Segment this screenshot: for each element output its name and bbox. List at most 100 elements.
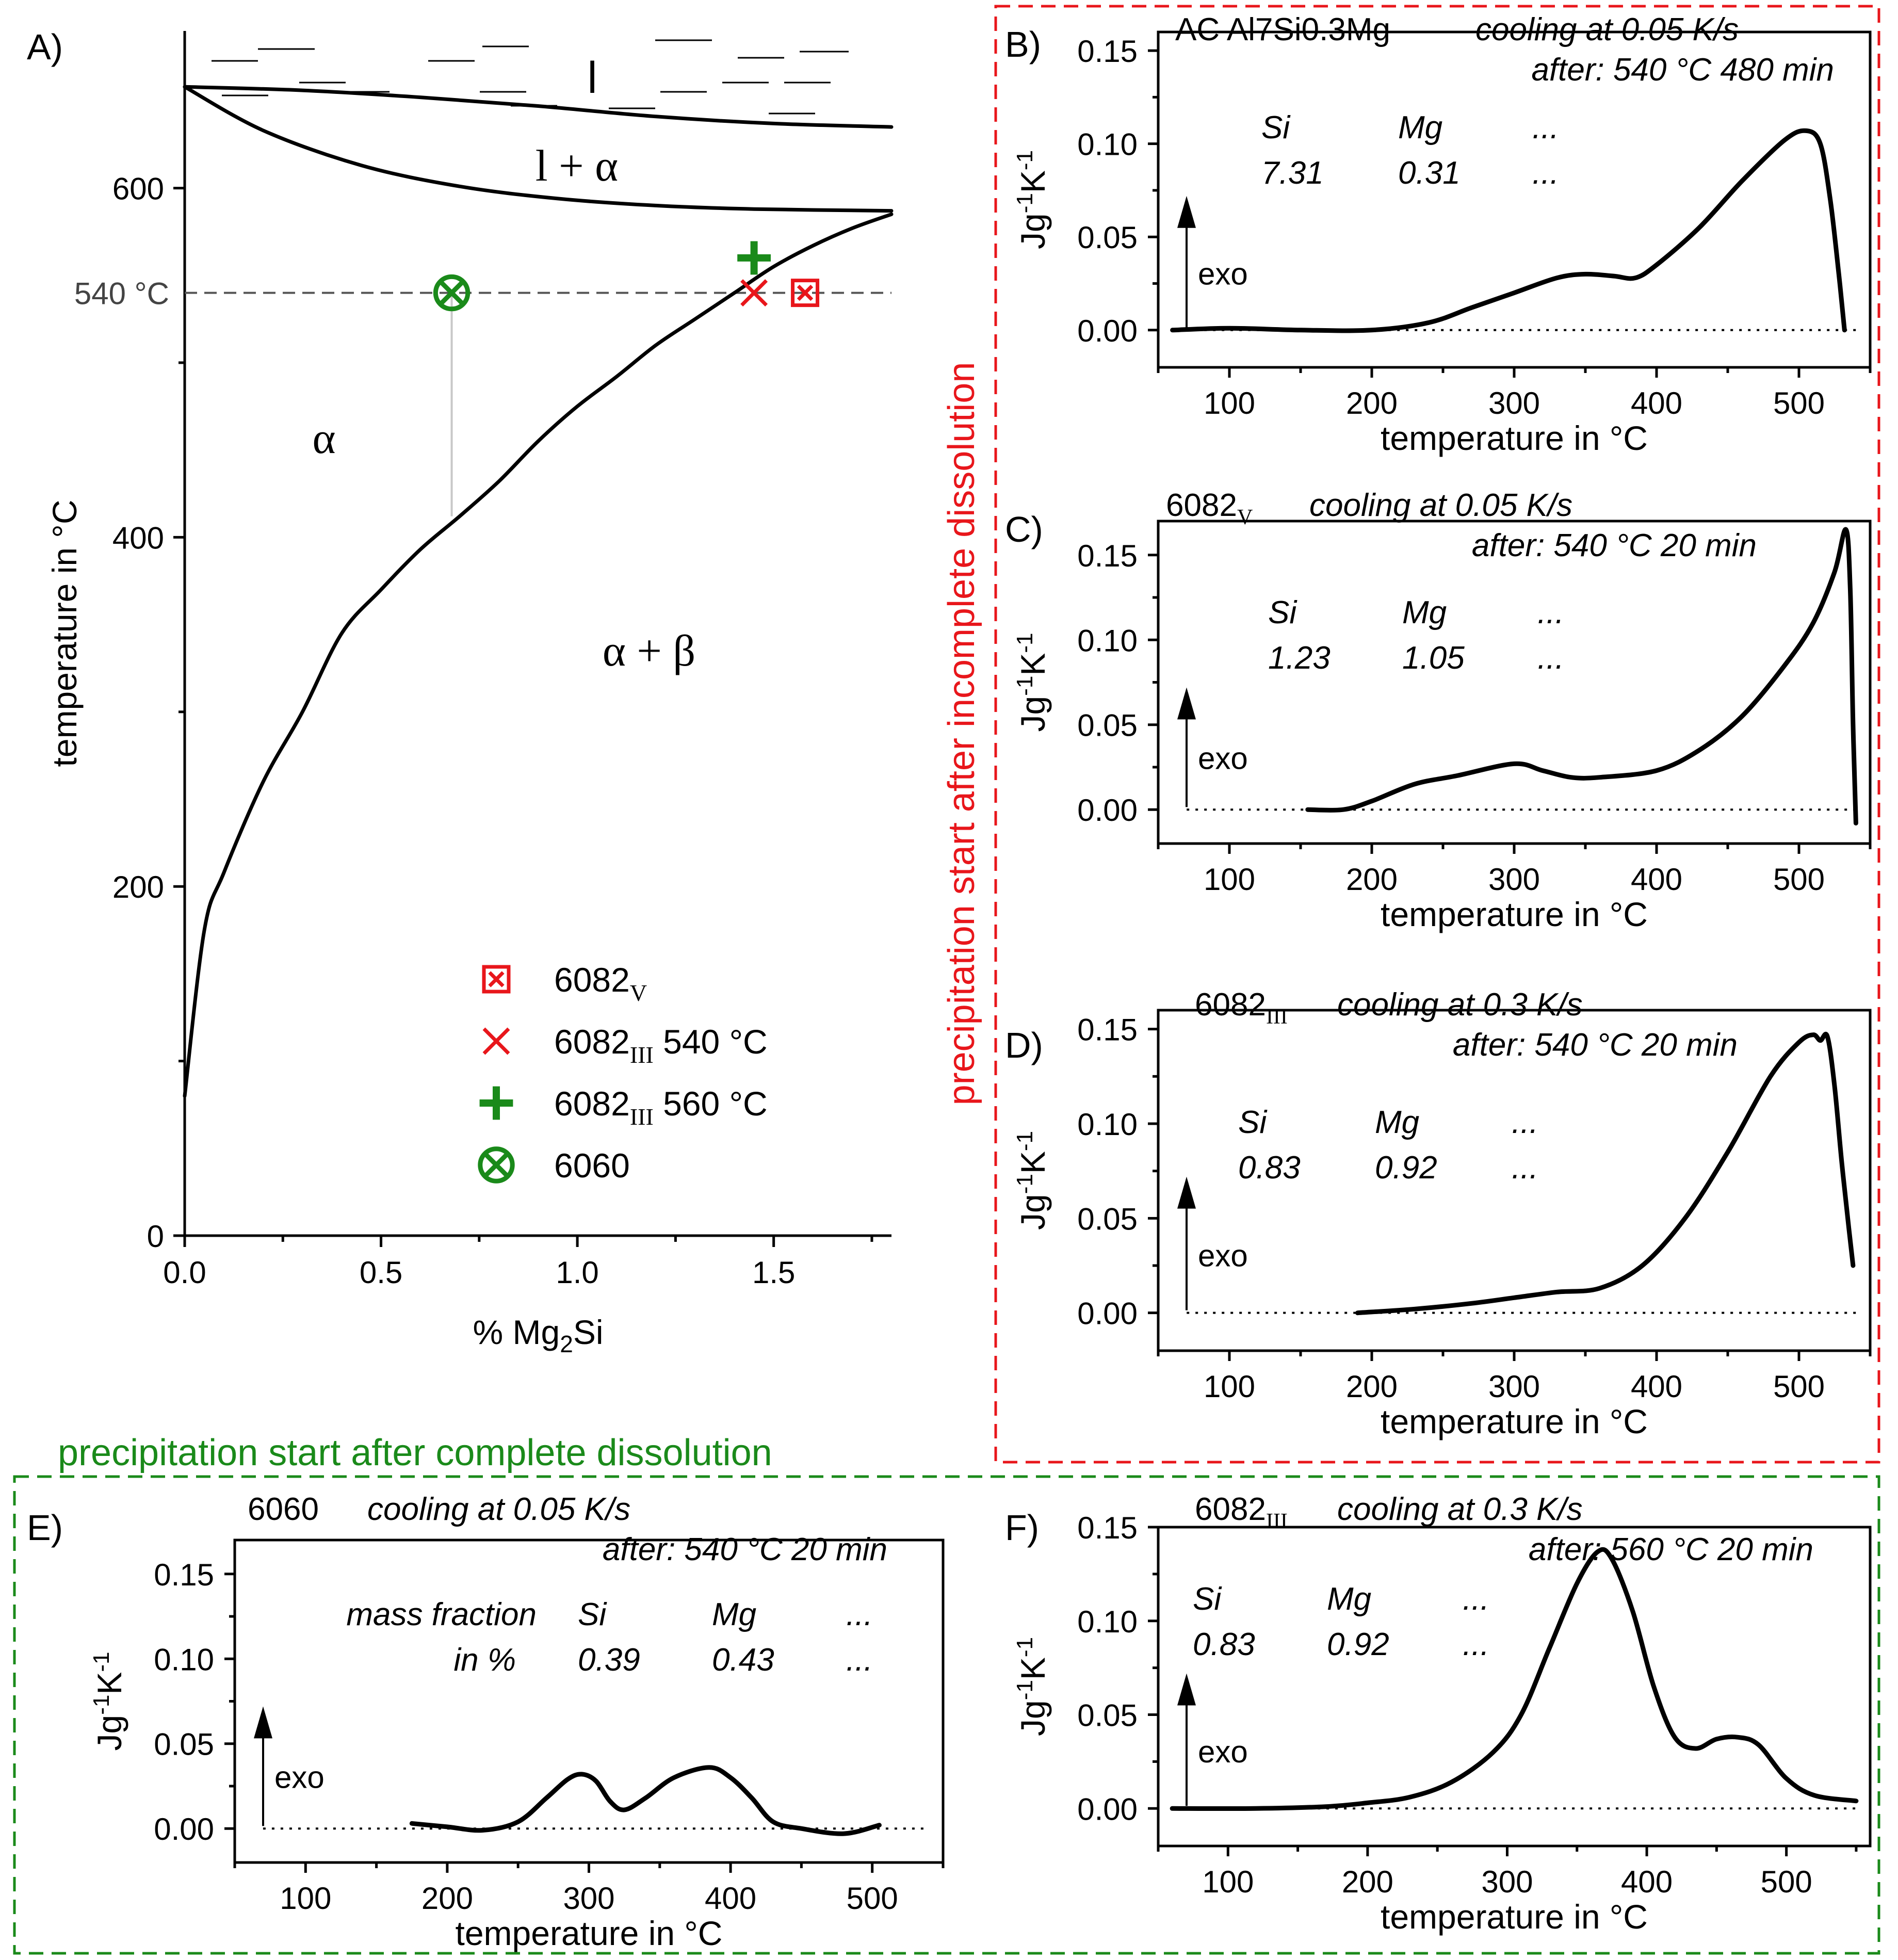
alloy-sub: III <box>1266 1510 1288 1533</box>
dsc-curve <box>1170 1547 1859 1811</box>
cooling-rate-label: cooling at 0.05 K/s <box>367 1492 630 1527</box>
legend-label-3: 6060 <box>554 1146 630 1185</box>
x-tick-label: 0.5 <box>360 1255 402 1290</box>
y-tick-label: 0.15 <box>1077 1013 1138 1047</box>
y-tick-label: 600 <box>112 172 164 206</box>
dsc-curve <box>1355 1031 1856 1316</box>
boundary-solidus <box>183 85 894 213</box>
x-tick-label: 500 <box>847 1881 898 1916</box>
exo-arrow-head <box>1177 687 1196 720</box>
cooling-rate-label: cooling at 0.05 K/s <box>1309 488 1572 523</box>
legend-marker-3-ring <box>478 1146 515 1184</box>
panel-e-dsc: 100 200 300 400 500 0.00 0.05 0.10 0.15 temperatu… <box>27 1492 945 1952</box>
x-tick-label: 200 <box>1342 1865 1393 1899</box>
cooling-rate-label: cooling at 0.05 K/s <box>1475 12 1739 47</box>
marker-6082-iii-540-c <box>740 279 768 307</box>
alloy-name: 6082 <box>1195 987 1266 1023</box>
panel-d-dsc: 100 200 300 400 500 0.00 0.05 0.10 0.15 temperatu… <box>1005 987 1872 1440</box>
composition-value: 0.83 <box>1193 1627 1255 1662</box>
composition-header: Si <box>1238 1105 1268 1140</box>
y-tick-label: 0.10 <box>1077 623 1138 658</box>
composition-value: 0.31 <box>1398 155 1461 191</box>
x-tick-label: 400 <box>1631 862 1682 897</box>
marker-6082-v <box>791 279 820 307</box>
y-label-sup: -1 <box>1012 1680 1037 1700</box>
alloy-label: 6060 <box>248 1492 319 1527</box>
panel-c-dsc: 100 200 300 400 500 0.00 0.05 0.10 0.15 temperatu… <box>1005 488 1872 933</box>
legend-marker-3-cross <box>483 1152 510 1178</box>
boundary-solvus <box>183 212 894 1098</box>
composition-value: ... <box>1532 155 1559 191</box>
marker-6082-iii-560-c <box>737 241 771 275</box>
x-tick-label: 0.0 <box>163 1255 206 1290</box>
legend-marker-1 <box>482 1027 510 1055</box>
exo-label: exo <box>1198 256 1248 291</box>
alloy-label: 6082V <box>1166 488 1253 529</box>
panel-a-phase-diagram: 0.0 0.5 1.0 1.5 0 200 400 600 % Mg2Si temperature… <box>27 27 894 1357</box>
y-label-mid: K <box>1014 170 1052 193</box>
composition-value: ... <box>1463 1627 1489 1662</box>
alloy-name: 6082 <box>1166 488 1237 523</box>
mass-fraction-label: mass fraction <box>346 1597 537 1632</box>
plot-frame <box>1157 1526 1872 1848</box>
legend-tail: 540 °C <box>654 1023 768 1061</box>
y-label-base: Jg <box>90 1715 128 1751</box>
x-tick-label: 300 <box>1488 862 1540 897</box>
dsc-curve <box>1305 527 1858 825</box>
incomplete-dissolution-box <box>994 5 1880 1464</box>
composition-header: Mg <box>1398 110 1442 145</box>
composition-value: 0.92 <box>1375 1150 1437 1186</box>
y-tick-label: 400 <box>112 521 164 555</box>
y-label-sup: -1 <box>1012 676 1037 696</box>
x-tick-label: 500 <box>1773 862 1825 897</box>
x-tick-label: 400 <box>1631 1369 1682 1404</box>
mass-fraction-unit: in % <box>453 1642 516 1678</box>
y-label-base: Jg <box>1014 1194 1052 1230</box>
marker-6082-v-box <box>791 279 820 307</box>
composition-header: Mg <box>712 1597 756 1632</box>
legend-marker-2 <box>479 1086 513 1120</box>
legend-marker-0-box <box>482 965 511 994</box>
composition-header: Mg <box>1402 595 1447 630</box>
legend-label-0: 6082V <box>554 961 647 1006</box>
marker-6060-cross <box>439 280 465 306</box>
dsc-curve <box>1170 128 1847 333</box>
isotherm-540-label: 540 °C <box>74 277 169 311</box>
alloy-name: 6082 <box>1195 1492 1266 1527</box>
composition-value: 0.92 <box>1327 1627 1389 1662</box>
legend-base: 6082 <box>554 1084 630 1123</box>
legend-base: 6060 <box>554 1146 630 1185</box>
x-tick-label: 300 <box>1481 1865 1533 1899</box>
panel-label: C) <box>1005 509 1043 549</box>
legend-label-1: 6082III 540 °C <box>554 1023 768 1068</box>
y-label-mid: K <box>1014 1151 1052 1174</box>
composition-header: ... <box>1512 1105 1538 1140</box>
plot-frame <box>233 1538 945 1864</box>
x-label-sub: 2 <box>560 1331 573 1357</box>
y-tick-label: 0.15 <box>1077 34 1138 69</box>
x-tick-label: 300 <box>563 1881 614 1916</box>
x-axis-label: temperature in °C <box>456 1914 723 1952</box>
legend-sub: III <box>630 1104 654 1130</box>
composition-header: Si <box>1268 595 1297 630</box>
cooling-rate-label: cooling at 0.3 K/s <box>1337 987 1583 1023</box>
composition-header: Si <box>578 1597 607 1632</box>
composition-header: ... <box>846 1597 873 1632</box>
composition-value: 1.23 <box>1268 640 1331 676</box>
y-tick-label: 0.05 <box>1077 220 1138 255</box>
x-tick-label: 1.5 <box>752 1255 795 1290</box>
y-label-sup: -1 <box>89 1652 114 1672</box>
x-tick-label: 1.0 <box>556 1255 598 1290</box>
y-tick-label: 0.05 <box>1077 1202 1138 1236</box>
x-tick-label: 100 <box>1204 1369 1255 1404</box>
panel-label: D) <box>1005 1025 1043 1065</box>
y-label-sup: -1 <box>1012 1131 1037 1151</box>
y-label-mid: K <box>1014 1657 1052 1680</box>
y-tick-label: 0.05 <box>154 1727 214 1762</box>
composition-value: ... <box>846 1642 873 1678</box>
marker-6060-ring <box>433 274 471 312</box>
exo-arrow-head <box>1177 196 1196 228</box>
x-tick-label: 200 <box>1346 1369 1398 1404</box>
composition-value: 0.39 <box>578 1642 640 1678</box>
x-tick-label: 400 <box>1631 386 1682 420</box>
